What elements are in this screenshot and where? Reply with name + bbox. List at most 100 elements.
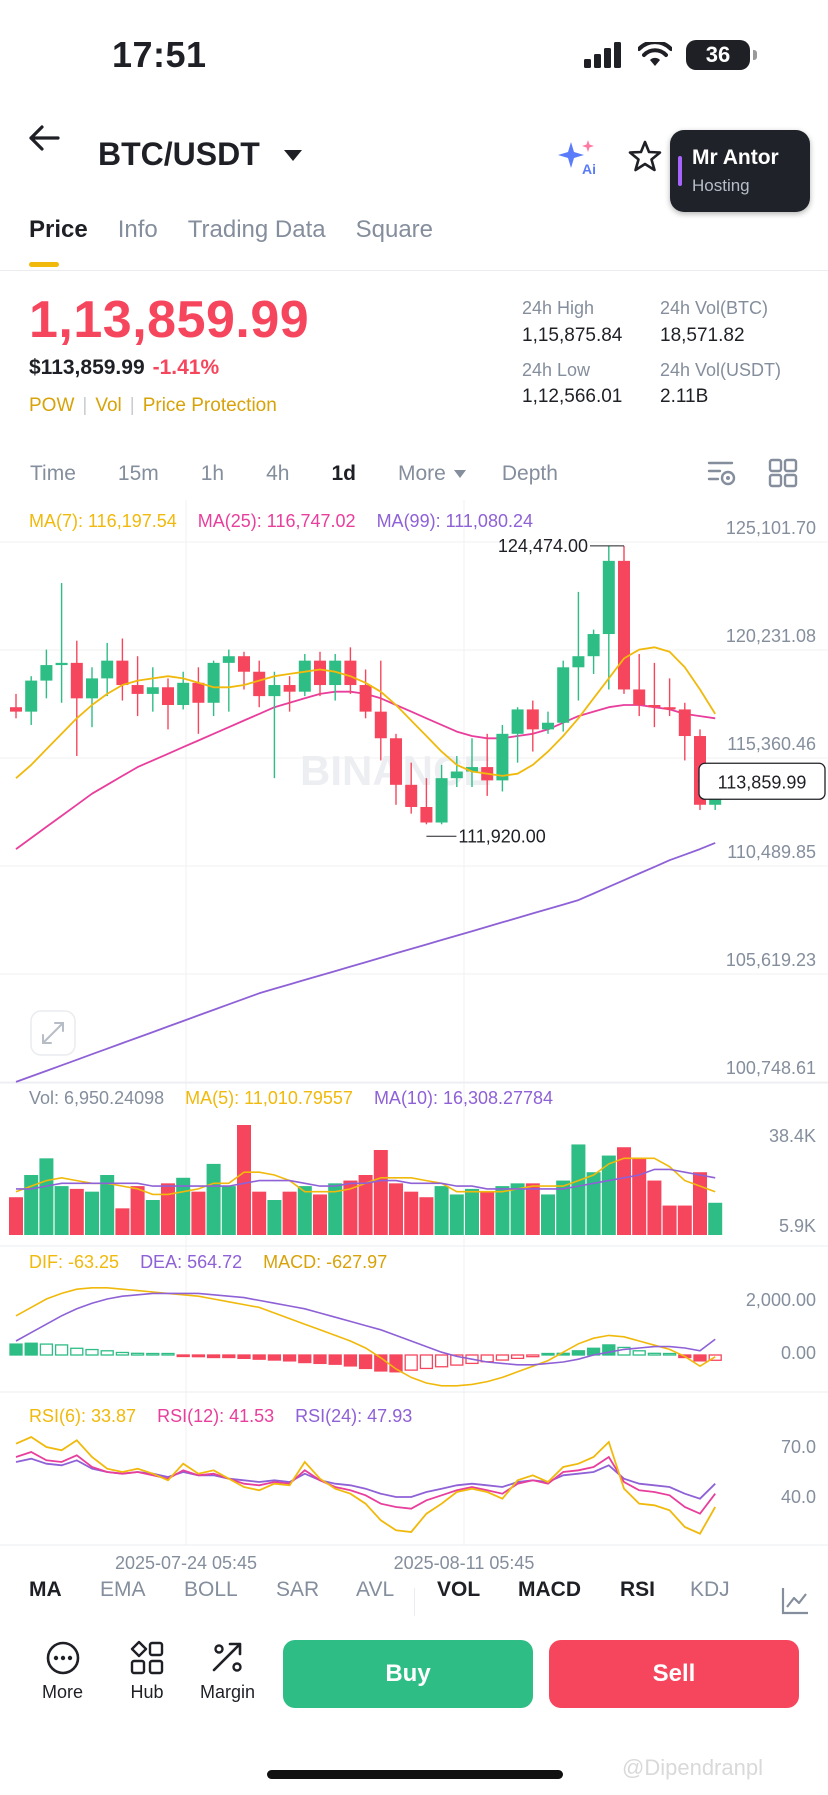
volume-bar bbox=[495, 1186, 510, 1235]
macd-panel: 2,000.00 0.00 bbox=[9, 1287, 816, 1387]
candle-body bbox=[359, 685, 372, 712]
price-annotations: 124,474.00 111,920.00 113,859.99 bbox=[426, 536, 826, 846]
tag-pow[interactable]: POW bbox=[29, 395, 75, 416]
volume-bar bbox=[252, 1191, 267, 1235]
tf-1h[interactable]: 1h bbox=[200, 462, 225, 485]
price-usd: $113,859.99 bbox=[29, 356, 145, 379]
tab-square[interactable]: Square bbox=[355, 216, 433, 243]
indicator-sar[interactable]: SAR bbox=[276, 1578, 320, 1601]
pair-title[interactable]: BTC/USDT bbox=[98, 136, 260, 172]
macd-axis-label: 2,000.00 bbox=[746, 1290, 816, 1310]
rsi-axis-label: 70.0 bbox=[781, 1437, 816, 1457]
legend-dea: DEA: 564.72 bbox=[140, 1252, 242, 1272]
candle-body bbox=[146, 687, 159, 694]
volume-bar bbox=[525, 1183, 540, 1235]
signal-icon bbox=[584, 42, 621, 68]
ma7-path bbox=[15, 646, 716, 779]
candle-body bbox=[162, 687, 174, 705]
candle-body bbox=[663, 707, 676, 710]
chart-settings-icon[interactable] bbox=[706, 458, 738, 488]
tf-time[interactable]: Time bbox=[30, 462, 76, 485]
tag-price-protection[interactable]: Price Protection bbox=[142, 395, 277, 416]
last-price-label: 113,859.99 bbox=[718, 772, 807, 792]
macd-dea-path bbox=[15, 1292, 716, 1366]
tf-more-label: More bbox=[397, 462, 446, 485]
candle-body bbox=[648, 704, 661, 708]
macd-histogram-bar bbox=[222, 1354, 236, 1359]
volume-bar bbox=[404, 1191, 419, 1235]
indicator-divider bbox=[414, 1588, 415, 1616]
battery-icon: 36 bbox=[686, 40, 757, 70]
stat-vol-usdt-value: 2.11B bbox=[660, 386, 709, 407]
tag-vol[interactable]: Vol bbox=[95, 395, 122, 416]
tf-15m[interactable]: 15m bbox=[117, 462, 159, 485]
macd-histogram-bar bbox=[252, 1354, 266, 1360]
macd-histogram-bar bbox=[662, 1352, 677, 1356]
sell-button[interactable]: Sell bbox=[549, 1640, 799, 1708]
hub-label: Hub bbox=[130, 1682, 164, 1702]
indicator-settings-icon[interactable] bbox=[780, 1586, 810, 1616]
ai-sparkle-icon[interactable]: Ai bbox=[556, 138, 600, 178]
tab-trading-data[interactable]: Trading Data bbox=[187, 216, 326, 243]
price-axis-label: 110,489.85 bbox=[727, 842, 816, 862]
volume-bar bbox=[130, 1186, 145, 1235]
volume-axis-label: 5.9K bbox=[779, 1216, 816, 1236]
price-change: -1.41% bbox=[152, 356, 220, 379]
indicator-rsi[interactable]: RSI bbox=[620, 1578, 656, 1601]
favorite-star-icon[interactable] bbox=[628, 140, 662, 172]
expand-chart-button[interactable] bbox=[30, 1010, 76, 1056]
indicator-ema[interactable]: EMA bbox=[100, 1578, 146, 1601]
tf-depth[interactable]: Depth bbox=[501, 462, 558, 485]
candle-body bbox=[86, 678, 98, 699]
tf-1d[interactable]: 1d bbox=[331, 462, 356, 485]
tf-more-caret-icon bbox=[453, 470, 466, 479]
tab-info[interactable]: Info bbox=[117, 216, 158, 243]
legend-dif: DIF: -63.25 bbox=[29, 1252, 119, 1272]
tf-4h[interactable]: 4h bbox=[266, 462, 290, 485]
volume-bar bbox=[541, 1194, 555, 1235]
layout-grid-icon[interactable] bbox=[768, 458, 798, 488]
volume-panel: 38.4K 5.9K bbox=[9, 1125, 816, 1236]
stat-high-label: 24h High bbox=[522, 298, 595, 318]
indicator-avl[interactable]: AVL bbox=[356, 1578, 395, 1601]
macd-histogram-bar bbox=[602, 1344, 616, 1356]
legend-row-vol: Vol: 6,950.24098 MA(5): 11,010.79557 MA(… bbox=[29, 1088, 553, 1108]
high-price-label: 124,474.00 bbox=[498, 536, 588, 556]
legend-row-macd: DIF: -63.25 DEA: 564.72 MACD: -627.97 bbox=[29, 1252, 387, 1272]
tabs-divider bbox=[0, 270, 828, 271]
margin-percent-icon bbox=[212, 1642, 242, 1672]
back-arrow-icon[interactable] bbox=[28, 124, 60, 152]
timeframe-bar: Time 15m 1h 4h 1d More Depth bbox=[30, 462, 600, 486]
candle-body bbox=[542, 722, 554, 730]
indicator-boll[interactable]: BOLL bbox=[184, 1578, 238, 1601]
macd-histogram-bar bbox=[358, 1354, 373, 1370]
tab-price[interactable]: Price bbox=[29, 216, 88, 267]
price-tags: POW | Vol | Price Protection bbox=[29, 395, 277, 416]
macd-histogram-bar bbox=[282, 1354, 297, 1362]
host-badge[interactable]: Mr Antor Hosting bbox=[670, 130, 810, 212]
macd-histogram-bar bbox=[206, 1354, 221, 1359]
indicator-macd[interactable]: MACD bbox=[518, 1578, 581, 1601]
volume-bar bbox=[708, 1202, 723, 1235]
buy-button[interactable]: Buy bbox=[283, 1640, 533, 1708]
margin-button[interactable]: Margin bbox=[200, 1640, 255, 1703]
volume-bar bbox=[191, 1191, 206, 1235]
tf-more[interactable]: More bbox=[398, 462, 466, 486]
indicator-kdj[interactable]: KDJ bbox=[690, 1578, 730, 1601]
macd-histogram-bar bbox=[115, 1351, 130, 1356]
volume-bar bbox=[601, 1155, 616, 1235]
candle-body bbox=[222, 656, 235, 663]
legend-row-rsi: RSI(6): 33.87 RSI(12): 41.53 RSI(24): 47… bbox=[29, 1406, 412, 1426]
volume-bar bbox=[54, 1186, 69, 1235]
pair-dropdown-icon[interactable] bbox=[284, 150, 302, 161]
hub-button[interactable]: Hub bbox=[129, 1640, 165, 1703]
wifi-icon bbox=[638, 42, 672, 66]
more-button[interactable]: More bbox=[42, 1640, 83, 1703]
candle-body bbox=[633, 689, 646, 705]
indicator-ma[interactable]: MA bbox=[29, 1578, 62, 1601]
price-chart[interactable]: BINANCE 125,101.70120,231.08115,360.4611… bbox=[0, 500, 828, 1575]
host-name: Mr Antor bbox=[692, 146, 779, 169]
macd-histogram-bar bbox=[419, 1354, 434, 1370]
macd-histogram-bar bbox=[24, 1342, 38, 1356]
indicator-vol[interactable]: VOL bbox=[437, 1578, 481, 1601]
